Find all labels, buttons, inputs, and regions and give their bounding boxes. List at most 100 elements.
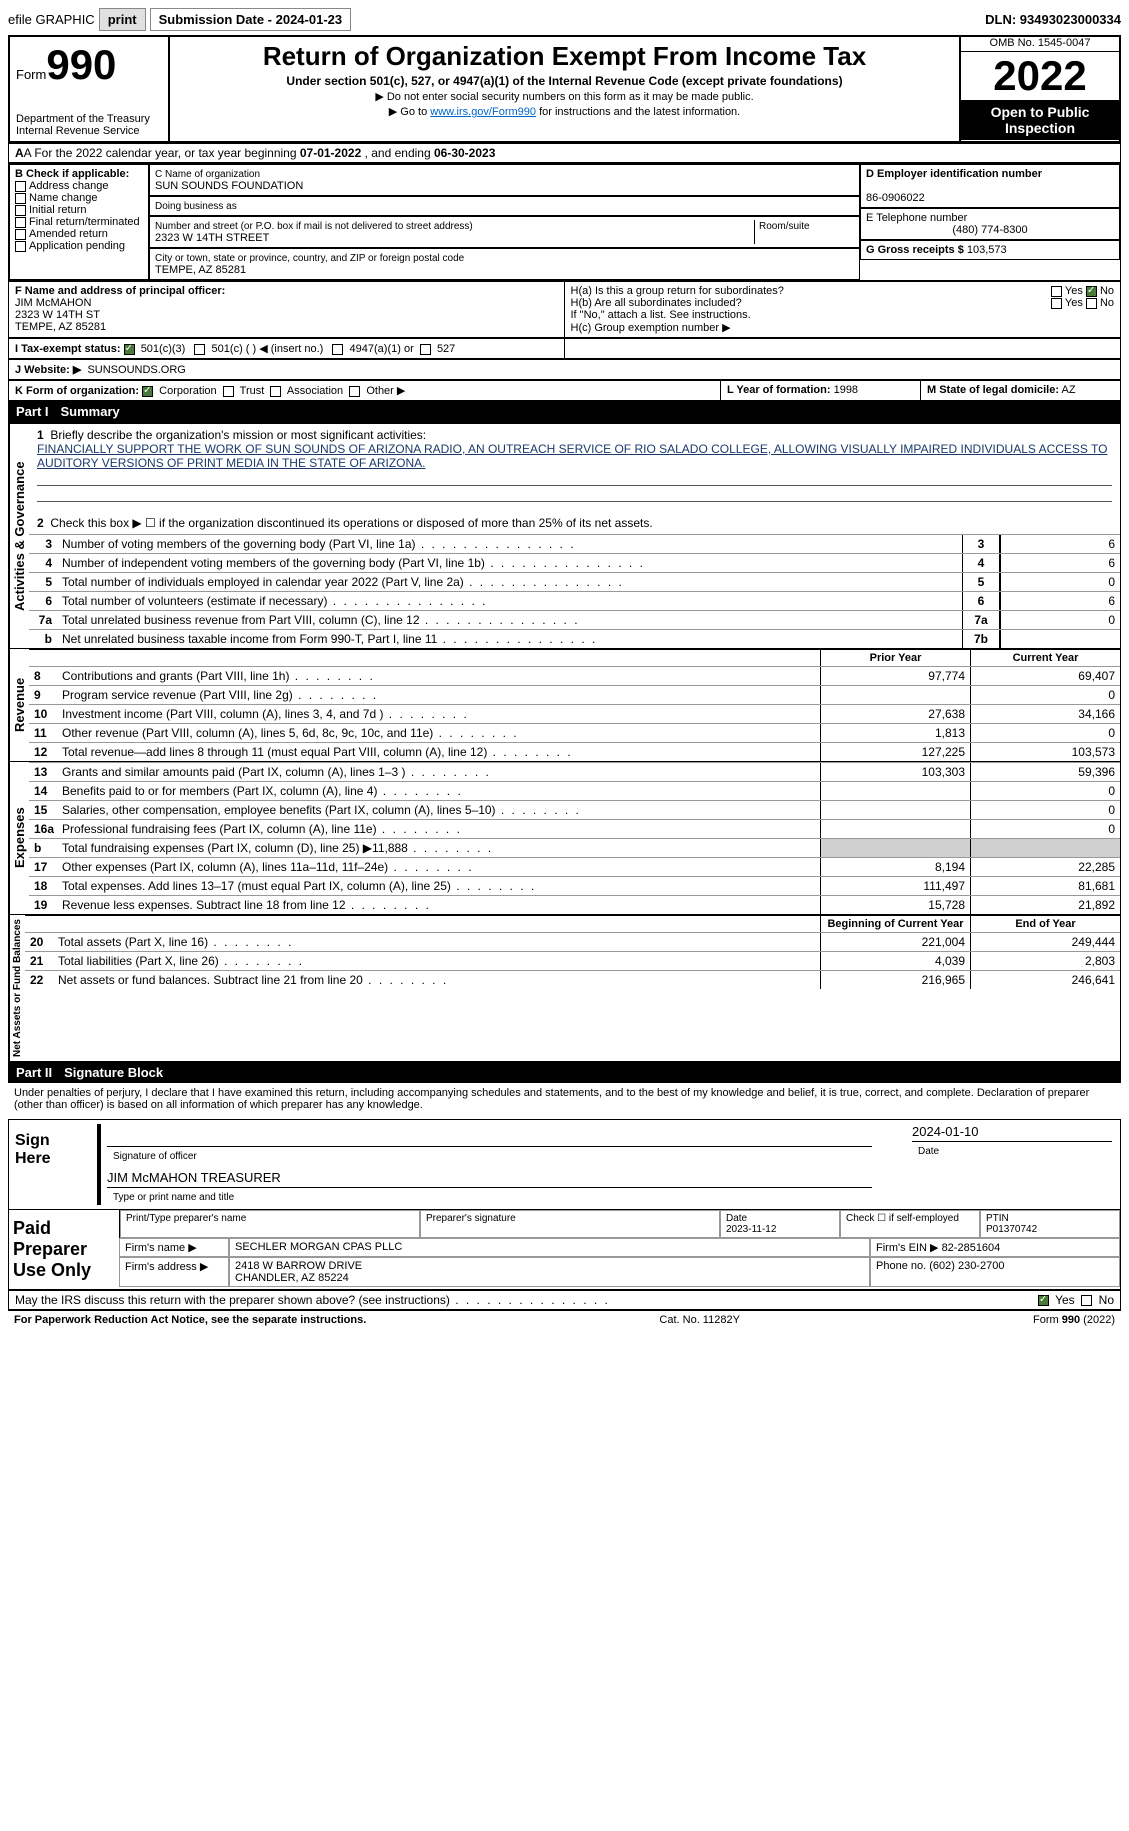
dept-label: Department of the TreasuryInternal Reven… [16, 113, 162, 137]
section-b: B Check if applicable: Address change Na… [9, 164, 149, 280]
chk-other[interactable] [349, 386, 360, 397]
page-footer: For Paperwork Reduction Act Notice, see … [8, 1310, 1121, 1329]
chk-name-change[interactable] [15, 193, 26, 204]
summary-line-6: 6Total number of volunteers (estimate if… [29, 591, 1120, 610]
form-note1: ▶ Do not enter social security numbers o… [176, 90, 953, 103]
part1-header: Part I Summary [8, 401, 1121, 422]
line-19: 19Revenue less expenses. Subtract line 1… [29, 895, 1120, 914]
chk-initial-return[interactable] [15, 205, 26, 216]
chk-address-change[interactable] [15, 181, 26, 192]
summary-line-4: 4Number of independent voting members of… [29, 553, 1120, 572]
hb-no[interactable] [1086, 298, 1097, 309]
firm-address: 2418 W BARROW DRIVE [235, 1260, 362, 1272]
form-title: Return of Organization Exempt From Incom… [176, 41, 953, 72]
form-number: 990 [46, 41, 116, 88]
firm-name: SECHLER MORGAN CPAS PLLC [229, 1238, 870, 1257]
phone-label: E Telephone number [866, 212, 967, 224]
chk-assoc[interactable] [270, 386, 281, 397]
state-domicile: AZ [1061, 384, 1075, 396]
chk-final-return[interactable] [15, 217, 26, 228]
line-10: 10Investment income (Part VIII, column (… [29, 704, 1120, 723]
mission-text: FINANCIALLY SUPPORT THE WORK OF SUN SOUN… [37, 442, 1107, 470]
ein-label: D Employer identification number [866, 168, 1042, 180]
line-22: 22Net assets or fund balances. Subtract … [25, 970, 1120, 989]
firm-ein: 82-2851604 [942, 1242, 1001, 1254]
line-14: 14Benefits paid to or for members (Part … [29, 781, 1120, 800]
print-button[interactable]: print [99, 8, 146, 31]
section-f-h: F Name and address of principal officer:… [8, 281, 1121, 338]
row-a-tax-year: AA For the 2022 calendar year, or tax ye… [8, 143, 1121, 163]
chk-amended[interactable] [15, 229, 26, 240]
website-value: SUNSOUNDS.ORG [87, 364, 185, 376]
line-11: 11Other revenue (Part VIII, column (A), … [29, 723, 1120, 742]
info-section: B Check if applicable: Address change Na… [8, 163, 1121, 281]
paid-preparer-label: Paid Preparer Use Only [9, 1210, 119, 1289]
phone-value: (480) 774-8300 [952, 224, 1027, 236]
summary-line-5: 5Total number of individuals employed in… [29, 572, 1120, 591]
firm-phone: (602) 230-2700 [929, 1260, 1004, 1272]
summary-line-3: 3Number of voting members of the governi… [29, 534, 1120, 553]
top-toolbar: efile GRAPHIC print Submission Date - 20… [8, 8, 1121, 31]
line-9: 9Program service revenue (Part VIII, lin… [29, 685, 1120, 704]
ha-no[interactable] [1086, 286, 1097, 297]
prep-date: 2023-11-12 [726, 1224, 776, 1235]
tax-year: 2022 [961, 52, 1119, 100]
chk-trust[interactable] [223, 386, 234, 397]
summary-line-7b: bNet unrelated business taxable income f… [29, 629, 1120, 648]
line-16a: 16aProfessional fundraising fees (Part I… [29, 819, 1120, 838]
discuss-no[interactable] [1081, 1295, 1092, 1306]
officer-addr2: TEMPE, AZ 85281 [15, 321, 106, 333]
form-header: Form990 Department of the TreasuryIntern… [8, 35, 1121, 143]
form-subtitle: Under section 501(c), 527, or 4947(a)(1)… [176, 74, 953, 88]
chk-corp[interactable] [142, 386, 153, 397]
line-12: 12Total revenue—add lines 8 through 11 (… [29, 742, 1120, 761]
part2-header: Part II Signature Block [8, 1062, 1121, 1083]
dln-label: DLN: 93493023000334 [985, 12, 1121, 27]
discuss-row: May the IRS discuss this return with the… [8, 1290, 1121, 1310]
line-17: 17Other expenses (Part IX, column (A), l… [29, 857, 1120, 876]
side-revenue: Revenue [9, 649, 29, 761]
line-8: 8Contributions and grants (Part VIII, li… [29, 666, 1120, 685]
open-public-label: Open to Public Inspection [961, 100, 1119, 140]
irs-link[interactable]: www.irs.gov/Form990 [430, 106, 536, 118]
chk-527[interactable] [420, 344, 431, 355]
ha-yes[interactable] [1051, 286, 1062, 297]
officer-addr1: 2323 W 14TH ST [15, 309, 100, 321]
efile-label: efile GRAPHIC [8, 12, 95, 27]
line-15: 15Salaries, other compensation, employee… [29, 800, 1120, 819]
c-name-label: C Name of organization [155, 169, 260, 180]
form-label: Form [16, 67, 46, 82]
ein-value: 86-0906022 [866, 192, 925, 204]
omb-number: OMB No. 1545-0047 [961, 37, 1119, 52]
summary-line-7a: 7aTotal unrelated business revenue from … [29, 610, 1120, 629]
line-18: 18Total expenses. Add lines 13–17 (must … [29, 876, 1120, 895]
hc-group-exemption: H(c) Group exemption number ▶ [571, 321, 1115, 334]
dba-label: Doing business as [155, 201, 237, 212]
line-21: 21Total liabilities (Part X, line 26)4,0… [25, 951, 1120, 970]
side-netassets: Net Assets or Fund Balances [9, 915, 25, 1061]
line-b: bTotal fundraising expenses (Part IX, co… [29, 838, 1120, 857]
line-20: 20Total assets (Part X, line 16)221,0042… [25, 932, 1120, 951]
chk-501c[interactable] [194, 344, 205, 355]
hb-yes[interactable] [1051, 298, 1062, 309]
sign-here-label: Sign Here [9, 1120, 89, 1209]
firm-city: CHANDLER, AZ 85224 [235, 1272, 349, 1284]
org-name: SUN SOUNDS FOUNDATION [155, 180, 303, 192]
street-address: 2323 W 14TH STREET [155, 232, 269, 244]
officer-signed-name: JIM McMAHON TREASURER [107, 1170, 872, 1185]
chk-501c3[interactable] [124, 344, 135, 355]
chk-4947[interactable] [332, 344, 343, 355]
officer-name: JIM McMAHON [15, 297, 91, 309]
side-activities: Activities & Governance [9, 424, 29, 648]
side-expenses: Expenses [9, 762, 29, 914]
line-13: 13Grants and similar amounts paid (Part … [29, 762, 1120, 781]
sig-date-value: 2024-01-10 [912, 1124, 1112, 1139]
gross-receipts-label: G Gross receipts $ [866, 244, 964, 256]
chk-app-pending[interactable] [15, 241, 26, 252]
form-note2: ▶ Go to www.irs.gov/Form990 for instruct… [176, 105, 953, 118]
gross-receipts-value: 103,573 [967, 244, 1007, 256]
ptin-value: P01370742 [986, 1224, 1037, 1235]
submission-date: Submission Date - 2024-01-23 [150, 8, 352, 31]
year-formation: 1998 [834, 384, 858, 396]
discuss-yes[interactable] [1038, 1295, 1049, 1306]
